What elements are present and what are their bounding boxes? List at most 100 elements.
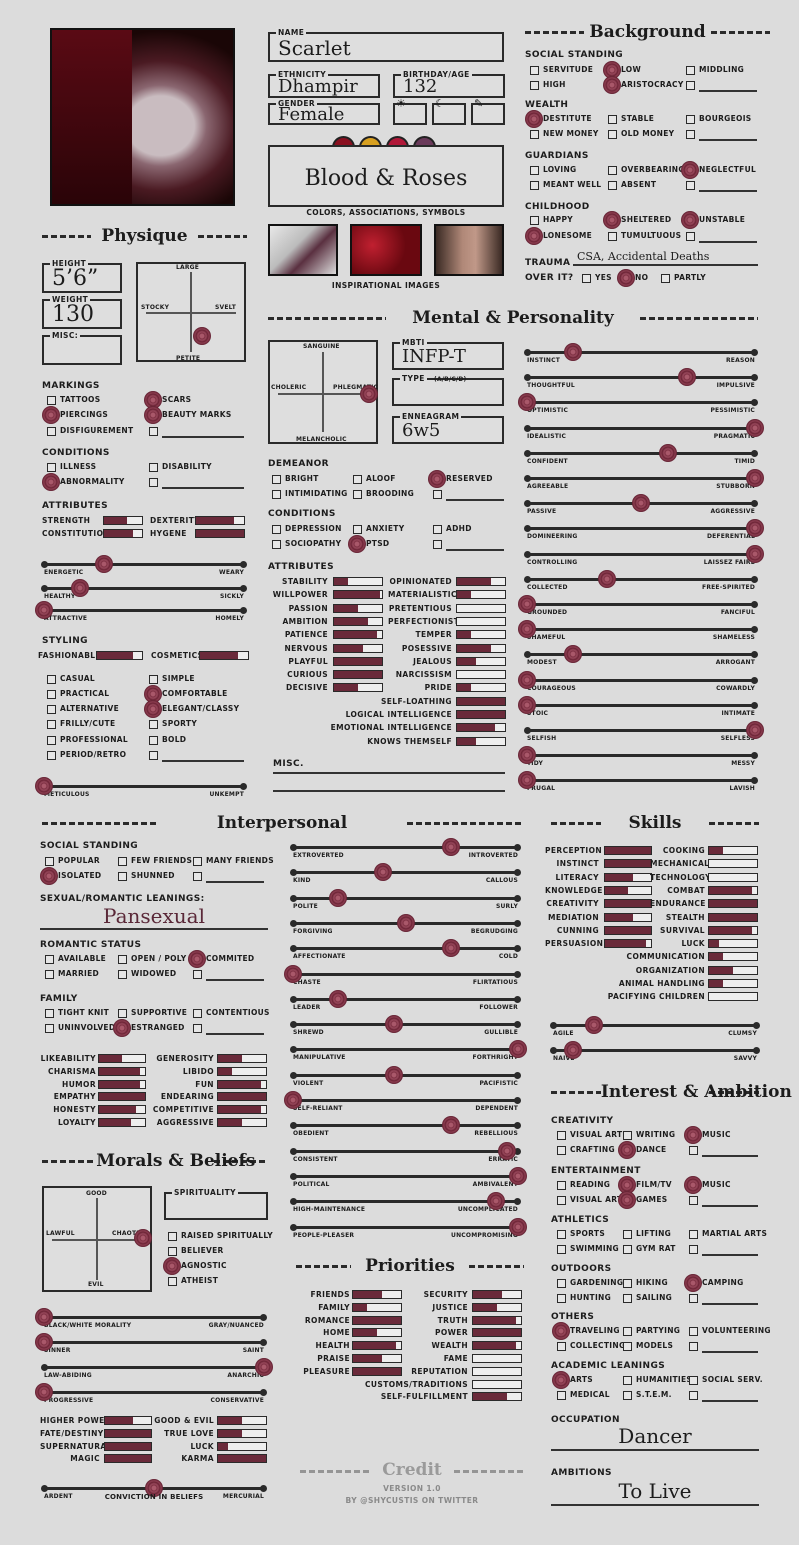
atheist-checkbox[interactable] [168, 1277, 177, 1286]
mental-attr-emotional-intelligence-bar[interactable] [456, 723, 506, 733]
entertainment-reading-checkbox[interactable] [557, 1181, 566, 1190]
mental-slider-10-track[interactable] [524, 575, 758, 583]
isolated-checkbox[interactable] [45, 872, 54, 881]
sociopathy-checkbox[interactable] [272, 540, 281, 549]
bright-checkbox[interactable] [272, 475, 281, 484]
mental-attr-opinionated-bar[interactable] [456, 577, 506, 586]
type-field-box[interactable] [392, 378, 504, 406]
ip-slider-6-track[interactable] [290, 970, 521, 978]
skill-mediation-bar[interactable] [604, 912, 652, 922]
mental-slider-7-track[interactable] [524, 500, 758, 508]
ip-fun-bar[interactable] [217, 1079, 267, 1089]
demeanor-other-checkbox[interactable] [433, 490, 442, 499]
practical-checkbox[interactable] [47, 690, 56, 699]
bg-social-other-checkbox[interactable] [686, 81, 695, 90]
priority-praise-bar[interactable] [352, 1354, 402, 1363]
others-volunteering-checkbox[interactable] [689, 1327, 698, 1336]
creativity-writing-checkbox[interactable] [623, 1131, 632, 1140]
mental-attr-posessive-bar[interactable] [456, 643, 506, 653]
hygene-bar[interactable] [195, 529, 245, 538]
many-friends-checkbox[interactable] [193, 857, 202, 866]
cosmetics-bar[interactable] [199, 651, 249, 660]
servitude-checkbox[interactable] [530, 66, 539, 75]
ip-slider-10-track[interactable] [290, 1071, 521, 1079]
markings-other-checkbox[interactable] [149, 427, 158, 436]
low-checkbox[interactable] [608, 66, 617, 75]
morals-slider-4-track[interactable] [41, 1389, 267, 1396]
ip-charisma-bar[interactable] [98, 1066, 146, 1076]
skill-endurance-bar[interactable] [708, 899, 758, 909]
athletics-sports-checkbox[interactable] [557, 1230, 566, 1239]
fashionable-bar[interactable] [96, 651, 143, 660]
ptsd-checkbox[interactable] [353, 540, 362, 549]
comfortable-checkbox[interactable] [149, 690, 158, 699]
skill-knowledge-bar[interactable] [604, 885, 652, 895]
anxiety-checkbox[interactable] [353, 525, 362, 534]
casual-checkbox[interactable] [47, 675, 56, 684]
wealth-other-checkbox[interactable] [686, 130, 695, 139]
morals-slider-2-track[interactable] [41, 1339, 267, 1346]
mental-attr-self-loathing-bar[interactable] [456, 696, 506, 706]
entertainment-visual-art-checkbox[interactable] [557, 1196, 566, 1205]
ip-slider-14-track[interactable] [290, 1172, 521, 1180]
conviction-track[interactable] [41, 1485, 267, 1492]
priority-justice-bar[interactable] [472, 1302, 522, 1312]
overbearing-checkbox[interactable] [608, 166, 617, 175]
academic-humanities-checkbox[interactable] [623, 1376, 632, 1385]
belief-luck-bar[interactable] [217, 1441, 267, 1451]
mental-slider-5-track[interactable] [524, 449, 758, 457]
priority-self-fulfillment-bar[interactable] [472, 1392, 522, 1402]
outdoors-gardening-checkbox[interactable] [557, 1279, 566, 1288]
skill-cooking-bar[interactable] [708, 846, 758, 855]
belief-good-evil-bar[interactable] [217, 1416, 267, 1425]
elegant-classy-checkbox[interactable] [149, 705, 158, 714]
absent-checkbox[interactable] [608, 181, 617, 190]
skill-cunning-bar[interactable] [604, 925, 652, 935]
illness-checkbox[interactable] [47, 463, 56, 472]
priority-security-bar[interactable] [472, 1290, 522, 1299]
energetic-weary-track[interactable] [41, 561, 247, 568]
ip-aggressive-bar[interactable] [217, 1118, 267, 1127]
belief-higher-power-bar[interactable] [104, 1416, 152, 1425]
mental-slider-12-track[interactable] [524, 626, 758, 634]
ip-slider-12-track[interactable] [290, 1122, 521, 1130]
skill-animal-handling-bar[interactable] [708, 979, 758, 988]
mental-attr-decisive-bar[interactable] [333, 683, 383, 693]
mental-slider-2-track[interactable] [524, 374, 758, 382]
skill-persuasion-bar[interactable] [604, 939, 652, 949]
outdoors-sailing-checkbox[interactable] [623, 1294, 632, 1303]
tattoos-checkbox[interactable] [47, 396, 56, 405]
raised-spiritually-checkbox[interactable] [168, 1232, 177, 1241]
priority-truth-bar[interactable] [472, 1315, 522, 1325]
ip-slider-16-track[interactable] [290, 1223, 521, 1231]
belief-magic-bar[interactable] [104, 1454, 152, 1464]
athletics-other-checkbox[interactable] [689, 1245, 698, 1254]
skill-organization-bar[interactable] [708, 965, 758, 975]
aloof-checkbox[interactable] [353, 475, 362, 484]
mental-slider-1-track[interactable] [524, 349, 758, 356]
mental-attr-passion-bar[interactable] [333, 603, 383, 613]
skill-communication-bar[interactable] [708, 952, 758, 962]
married-checkbox[interactable] [45, 970, 54, 979]
mental-attr-logical-intelligence-bar[interactable] [456, 710, 506, 719]
ip-empathy-bar[interactable] [98, 1092, 146, 1102]
creativity-crafting-checkbox[interactable] [557, 1146, 566, 1155]
mental-slider-11-track[interactable] [524, 601, 758, 608]
ip-slider-5-track[interactable] [290, 945, 521, 953]
mental-attr-willpower-bar[interactable] [333, 590, 383, 600]
ip-humor-bar[interactable] [98, 1079, 146, 1089]
meticulous-unkempt-track[interactable] [41, 783, 247, 790]
ip-slider-13-track[interactable] [290, 1147, 521, 1155]
romantic-other-checkbox[interactable] [193, 970, 202, 979]
creativity-music-checkbox[interactable] [689, 1131, 698, 1140]
entertainment-other-checkbox[interactable] [689, 1196, 698, 1205]
healthy-sickly-track[interactable] [41, 585, 247, 592]
dexterity-bar[interactable] [195, 516, 245, 525]
lonesome-checkbox[interactable] [530, 232, 539, 241]
skill-mechanical-bar[interactable] [708, 859, 758, 869]
mental-attr-ambition-bar[interactable] [333, 616, 383, 626]
sun-icon-box[interactable] [393, 103, 427, 125]
old-money-checkbox[interactable] [608, 130, 617, 139]
ip-slider-9-track[interactable] [290, 1046, 521, 1054]
others-collecting-checkbox[interactable] [557, 1342, 566, 1351]
